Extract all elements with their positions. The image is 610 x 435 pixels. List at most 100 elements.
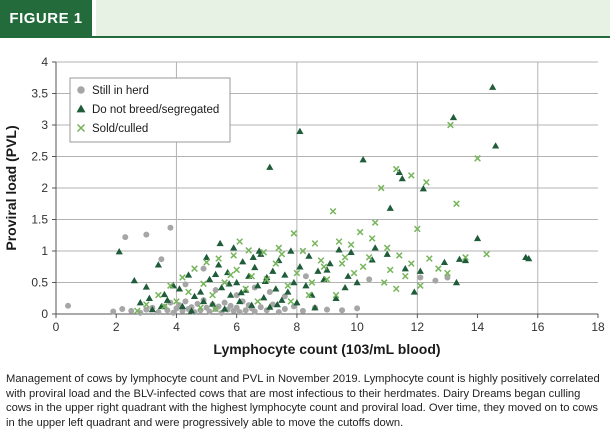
legend-label: Do not breed/segregated bbox=[92, 104, 219, 116]
still-in-herd-point bbox=[155, 309, 162, 316]
x-tick-label: 10 bbox=[350, 320, 364, 334]
x-tick-label: 12 bbox=[411, 320, 425, 334]
sold-culled-point bbox=[414, 225, 421, 233]
do-not-breed-point bbox=[221, 305, 229, 312]
do-not-breed-point bbox=[148, 305, 156, 313]
do-not-breed-point bbox=[251, 263, 259, 271]
sold-culled-point bbox=[323, 276, 331, 283]
do-not-breed-point bbox=[184, 271, 193, 278]
sold-culled-point bbox=[308, 279, 316, 286]
do-not-breed-point bbox=[489, 83, 497, 90]
sold-culled-point bbox=[483, 250, 490, 258]
legend-marker-do-not-breed bbox=[76, 104, 86, 113]
sold-culled-point bbox=[233, 266, 240, 274]
still-in-herd-point bbox=[128, 307, 135, 314]
sold-culled-point bbox=[380, 279, 388, 286]
do-not-breed-point bbox=[525, 254, 533, 262]
sold-culled-point bbox=[335, 238, 343, 245]
do-not-breed-point bbox=[281, 271, 289, 278]
still-in-herd-point bbox=[122, 234, 129, 241]
do-not-breed-point bbox=[410, 288, 418, 295]
do-not-breed-point bbox=[196, 288, 205, 295]
do-not-breed-point bbox=[237, 288, 245, 296]
do-not-breed-point bbox=[296, 263, 304, 270]
sold-culled-point bbox=[377, 184, 385, 192]
legend-box bbox=[69, 77, 231, 143]
do-not-breed-point bbox=[190, 292, 199, 300]
do-not-breed-point bbox=[371, 244, 379, 251]
sold-culled-point bbox=[290, 230, 298, 237]
still-in-herd-point bbox=[236, 309, 243, 316]
sold-culled-point bbox=[356, 228, 364, 236]
do-not-breed-point bbox=[416, 267, 424, 274]
still-in-herd-point bbox=[119, 305, 126, 312]
do-not-breed-point bbox=[473, 234, 482, 242]
sold-culled-point bbox=[161, 303, 168, 310]
sold-culled-point bbox=[278, 250, 286, 258]
sold-culled-point bbox=[272, 260, 280, 267]
do-not-breed-point bbox=[287, 247, 295, 254]
y-tick-label: 1.5 bbox=[31, 213, 48, 227]
do-not-breed-point bbox=[326, 260, 334, 267]
sold-culled-point bbox=[260, 248, 268, 256]
still-in-herd-point bbox=[170, 309, 177, 316]
still-in-herd-point bbox=[182, 281, 189, 288]
do-not-breed-point bbox=[130, 277, 138, 284]
still-in-herd-point bbox=[251, 308, 258, 315]
sold-culled-point bbox=[386, 266, 394, 274]
still-in-herd-point bbox=[212, 287, 219, 294]
sold-culled-point bbox=[133, 307, 141, 315]
sold-culled-point bbox=[248, 272, 256, 280]
sold-culled-point bbox=[417, 282, 424, 289]
sold-culled-point bbox=[407, 172, 415, 179]
sold-culled-point bbox=[284, 282, 292, 289]
do-not-breed-point bbox=[215, 261, 223, 268]
data-points bbox=[65, 83, 533, 316]
y-tick-label: 2 bbox=[41, 181, 48, 195]
do-not-breed-point bbox=[449, 113, 458, 121]
header-rule bbox=[0, 36, 610, 38]
do-not-breed-point bbox=[419, 185, 427, 192]
sold-culled-point bbox=[392, 285, 400, 293]
do-not-breed-point bbox=[202, 253, 211, 260]
sold-culled-point bbox=[203, 259, 210, 266]
sold-culled-point bbox=[200, 280, 207, 288]
do-not-breed-point bbox=[248, 301, 256, 308]
do-not-breed-point bbox=[332, 294, 340, 301]
still-in-herd-point bbox=[257, 304, 264, 311]
sold-culled-point bbox=[143, 301, 150, 308]
y-tick-label: 2.5 bbox=[31, 150, 48, 164]
sold-culled-point bbox=[311, 240, 319, 247]
do-not-breed-point bbox=[239, 258, 247, 265]
x-tick-label: 0 bbox=[53, 320, 60, 334]
x-tick-label: 6 bbox=[233, 320, 240, 334]
sold-culled-point bbox=[212, 305, 219, 313]
figure-caption: Management of cows by lymphocyte count a… bbox=[6, 373, 600, 429]
still-in-herd-point bbox=[339, 307, 346, 314]
sold-culled-point bbox=[215, 255, 222, 262]
sold-culled-point bbox=[368, 235, 376, 242]
do-not-breed-point bbox=[227, 291, 235, 298]
do-not-breed-point bbox=[398, 174, 406, 182]
sold-culled-point bbox=[320, 263, 328, 271]
still-in-herd-point bbox=[281, 293, 288, 300]
still-in-herd-point bbox=[233, 292, 240, 299]
legend-marker-still-in-herd bbox=[77, 86, 85, 94]
still-in-herd-point bbox=[269, 301, 276, 308]
header-divider bbox=[92, 0, 96, 36]
axes: 0 2 4 6 8 10 12 14 16 18 0 0.5 1 1.5 2 2.5 3 3.5 4 bbox=[31, 55, 605, 334]
do-not-breed-point bbox=[266, 163, 274, 170]
sold-culled-point bbox=[407, 260, 415, 267]
sold-culled-point bbox=[401, 272, 409, 280]
do-not-breed-point bbox=[314, 267, 322, 274]
do-not-breed-point bbox=[154, 261, 162, 268]
x-tick-label: 2 bbox=[113, 320, 120, 334]
do-not-breed-point bbox=[455, 255, 464, 262]
still-in-herd-point bbox=[233, 304, 240, 311]
still-in-herd-point bbox=[281, 305, 288, 312]
do-not-breed-point bbox=[163, 296, 172, 303]
do-not-breed-point bbox=[230, 244, 238, 251]
still-in-herd-point bbox=[221, 299, 228, 306]
do-not-breed-point bbox=[160, 290, 168, 298]
x-axis-label: Lymphocyte count (103/mL blood) bbox=[213, 341, 440, 357]
